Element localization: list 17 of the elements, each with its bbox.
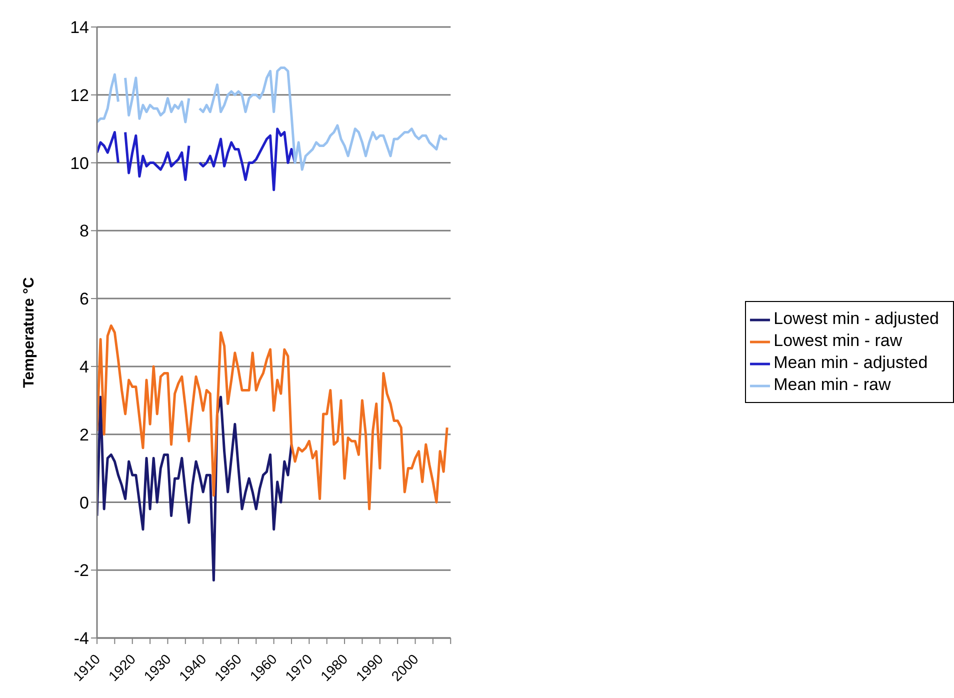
y-tick-label: 14 bbox=[70, 18, 89, 38]
legend-label: Mean min - raw bbox=[774, 375, 891, 394]
legend-label: Lowest min - adjusted bbox=[774, 309, 939, 328]
y-tick-label: 6 bbox=[80, 290, 89, 309]
y-tick-label: 8 bbox=[80, 222, 89, 241]
y-tick-label: -2 bbox=[74, 561, 89, 580]
y-tick-label: 10 bbox=[70, 154, 89, 173]
line-series bbox=[97, 396, 293, 582]
y-tick-label: 0 bbox=[80, 493, 89, 512]
legend-label: Lowest min - raw bbox=[774, 331, 902, 350]
y-tick-label: -4 bbox=[74, 629, 89, 648]
y-tick-label: 12 bbox=[70, 86, 89, 105]
y-axis-title: Temperature °C bbox=[20, 276, 38, 388]
y-tick-label: 2 bbox=[80, 425, 89, 444]
y-tick-label: 4 bbox=[80, 357, 89, 376]
line-series bbox=[97, 324, 448, 510]
legend-label: Mean min - adjusted bbox=[774, 353, 928, 372]
